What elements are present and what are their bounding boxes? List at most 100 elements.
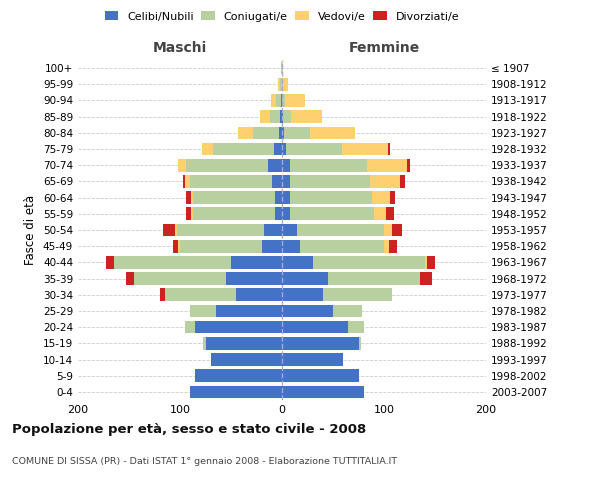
- Bar: [282, 94, 285, 107]
- Bar: [400, 175, 406, 188]
- Bar: [186, 159, 268, 172]
- Bar: [190, 304, 216, 318]
- Bar: [282, 272, 328, 285]
- Bar: [262, 240, 282, 252]
- Bar: [191, 208, 193, 220]
- Bar: [282, 256, 313, 268]
- Bar: [290, 175, 370, 188]
- Bar: [372, 192, 390, 204]
- Bar: [282, 288, 323, 301]
- Bar: [274, 142, 282, 156]
- Bar: [276, 94, 281, 107]
- Bar: [226, 272, 282, 285]
- Bar: [384, 224, 392, 236]
- Bar: [177, 224, 263, 236]
- Bar: [282, 321, 349, 334]
- Bar: [186, 208, 191, 220]
- Bar: [270, 110, 280, 123]
- Bar: [216, 304, 282, 318]
- Bar: [272, 175, 282, 188]
- Text: Femmine: Femmine: [349, 41, 419, 55]
- Legend: Celibi/Nubili, Coniugati/e, Vedovi/e, Divorziati/e: Celibi/Nubili, Coniugati/e, Vedovi/e, Di…: [105, 11, 459, 22]
- Bar: [178, 240, 180, 252]
- Bar: [282, 386, 364, 398]
- Bar: [260, 110, 270, 123]
- Bar: [282, 142, 286, 156]
- Bar: [238, 126, 253, 139]
- Bar: [282, 337, 359, 349]
- Bar: [165, 288, 236, 301]
- Bar: [282, 126, 284, 139]
- Bar: [275, 208, 282, 220]
- Text: Popolazione per età, sesso e stato civile - 2008: Popolazione per età, sesso e stato civil…: [12, 422, 366, 436]
- Bar: [180, 240, 262, 252]
- Bar: [359, 337, 361, 349]
- Bar: [407, 159, 410, 172]
- Bar: [290, 159, 367, 172]
- Bar: [275, 192, 282, 204]
- Bar: [193, 208, 275, 220]
- Bar: [349, 321, 364, 334]
- Bar: [286, 142, 342, 156]
- Bar: [425, 256, 427, 268]
- Bar: [280, 110, 282, 123]
- Bar: [284, 126, 310, 139]
- Bar: [175, 224, 177, 236]
- Bar: [392, 224, 403, 236]
- Bar: [212, 142, 274, 156]
- Bar: [263, 224, 282, 236]
- Bar: [271, 94, 276, 107]
- Bar: [282, 62, 283, 74]
- Bar: [126, 272, 134, 285]
- Bar: [282, 370, 359, 382]
- Bar: [283, 78, 288, 90]
- Bar: [185, 321, 196, 334]
- Bar: [282, 159, 290, 172]
- Y-axis label: Anni di nascita: Anni di nascita: [597, 186, 600, 274]
- Bar: [178, 159, 186, 172]
- Bar: [384, 240, 389, 252]
- Text: COMUNE DI SISSA (PR) - Dati ISTAT 1° gennaio 2008 - Elaborazione TUTTITALIA.IT: COMUNE DI SISSA (PR) - Dati ISTAT 1° gen…: [12, 458, 397, 466]
- Bar: [196, 321, 282, 334]
- Bar: [191, 192, 193, 204]
- Bar: [282, 78, 283, 90]
- Bar: [283, 110, 291, 123]
- Bar: [374, 208, 386, 220]
- Bar: [253, 126, 279, 139]
- Bar: [323, 288, 392, 301]
- Bar: [211, 353, 282, 366]
- Bar: [282, 240, 301, 252]
- Bar: [196, 370, 282, 382]
- Bar: [390, 192, 395, 204]
- Bar: [186, 192, 191, 204]
- Bar: [342, 142, 388, 156]
- Bar: [367, 159, 407, 172]
- Bar: [282, 304, 333, 318]
- Bar: [298, 224, 384, 236]
- Bar: [333, 304, 362, 318]
- Bar: [278, 78, 280, 90]
- Bar: [206, 337, 282, 349]
- Bar: [282, 208, 290, 220]
- Bar: [134, 272, 226, 285]
- Bar: [280, 78, 282, 90]
- Bar: [202, 142, 212, 156]
- Bar: [282, 175, 290, 188]
- Bar: [185, 175, 190, 188]
- Bar: [281, 62, 282, 74]
- Bar: [328, 272, 420, 285]
- Bar: [310, 126, 355, 139]
- Bar: [420, 272, 432, 285]
- Bar: [190, 386, 282, 398]
- Bar: [282, 192, 290, 204]
- Bar: [386, 208, 394, 220]
- Bar: [290, 192, 372, 204]
- Bar: [193, 192, 275, 204]
- Bar: [160, 288, 165, 301]
- Bar: [301, 240, 384, 252]
- Bar: [163, 224, 175, 236]
- Bar: [389, 240, 397, 252]
- Bar: [388, 142, 390, 156]
- Bar: [281, 94, 282, 107]
- Bar: [190, 175, 272, 188]
